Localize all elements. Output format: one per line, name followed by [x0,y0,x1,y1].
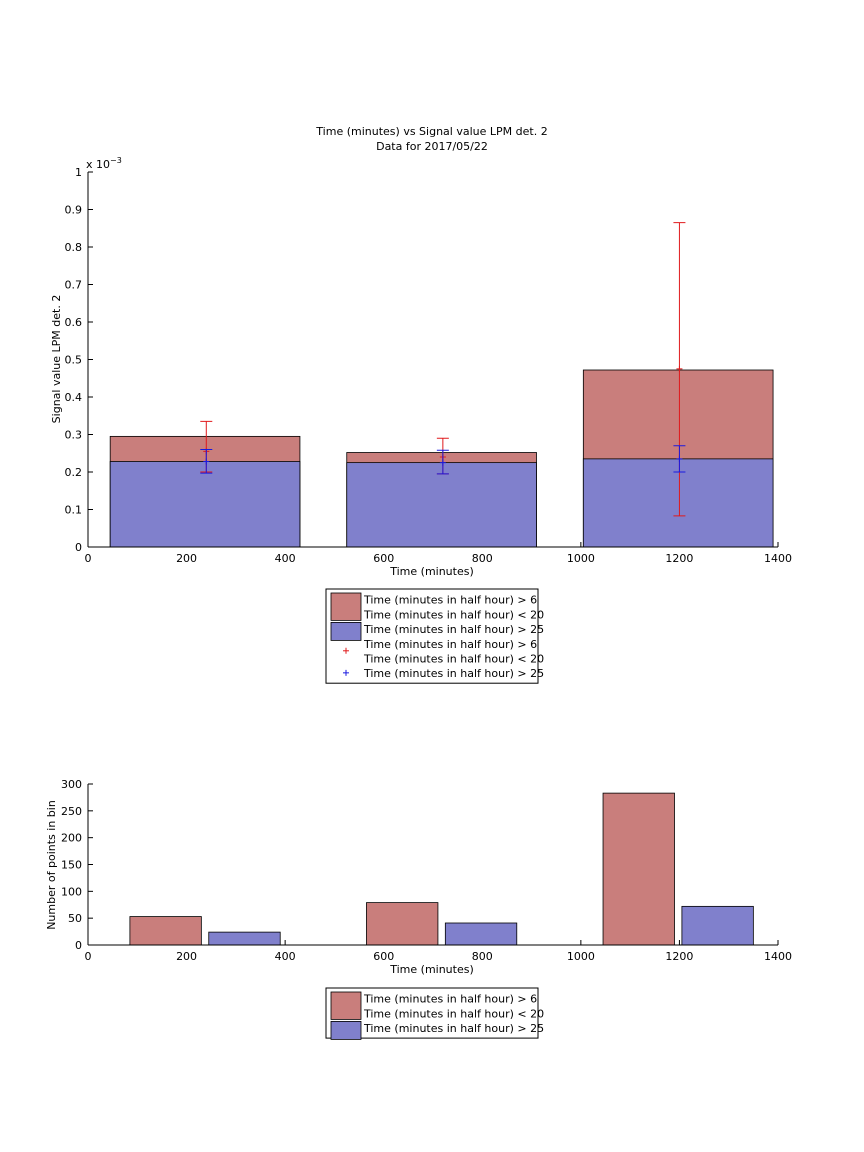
bar [582,458,774,548]
y-tick-label: 0.9 [65,204,83,217]
x-tick-label: 0 [85,552,92,565]
x-axis-label: Time (minutes) [389,565,474,578]
legend-label: Time (minutes in half hour) > 25 [363,1022,544,1035]
y-tick-label: 0.2 [65,466,83,479]
chart-subtitle: Data for 2017/05/22 [376,140,488,153]
x-tick-label: 600 [373,552,394,565]
x-tick-label: 1400 [764,552,792,565]
legend-label: Time (minutes in half hour) < 20 [363,1007,544,1020]
bar [208,931,281,946]
y-tick-label: 300 [61,778,82,791]
signal-chart: Time (minutes) vs Signal value LPM det. … [50,125,793,684]
y-tick-label: 200 [61,832,82,845]
y-tick-label: 150 [61,859,82,872]
bar [444,922,518,946]
legend-label: Time (minutes in half hour) > 6 [363,638,537,651]
bar [681,905,754,946]
x-tick-label: 1200 [665,950,693,963]
y-tick-label: 0.5 [65,354,83,367]
y-tick-label: 0 [75,939,82,952]
x-tick-label: 400 [275,950,296,963]
y-tick-label: 0.4 [65,391,83,404]
y-tick-label: 50 [68,912,82,925]
x-tick-label: 1000 [567,950,595,963]
y-tick-label: 250 [61,805,82,818]
legend-label: Time (minutes in half hour) > 25 [363,667,544,680]
plot-area: 0 200 400 600 800 1000 1200 1400 0 50 100 150 200 250… [61,778,792,963]
legend-label: Time (minutes in half hour) > 6 [363,594,537,607]
legend-swatch [330,622,362,641]
y-tick-label: 0 [75,541,82,554]
multiplier-base: x 10 [86,158,110,171]
x-tick-label: 600 [373,950,394,963]
x-tick-label: 800 [472,950,493,963]
bar [602,792,675,946]
y-axis-label: Number of points in bin [45,800,58,930]
x-tick-label: 200 [176,552,197,565]
x-tick-label: 1000 [567,552,595,565]
x-tick-label: 1200 [665,552,693,565]
y-tick-label: 0.8 [65,241,83,254]
multiplier-exponent: −3 [110,156,122,165]
legend-swatch [330,1021,362,1040]
x-tick-label: 400 [275,552,296,565]
x-tick-label: 200 [176,950,197,963]
y-tick-label: 1 [75,166,82,179]
y-tick-label: 0.3 [65,429,83,442]
plot-area: 0 200 400 600 800 1000 1200 1400 0 0.1 0.2 0.3 0.4 0.… [65,166,793,565]
y-tick-label: 0.6 [65,316,83,329]
y-tick-label: 100 [61,885,82,898]
x-tick-label: 1400 [764,950,792,963]
legend-swatch [330,991,362,1020]
bar [366,902,439,946]
legend-label: Time (minutes in half hour) > 6 [363,993,537,1006]
bar [109,461,301,548]
legend-label: Time (minutes in half hour) < 20 [363,653,544,666]
y-tick-label: 0.1 [65,504,83,517]
x-tick-label: 0 [85,950,92,963]
y-axis-label: Signal value LPM det. 2 [50,295,63,424]
legend-label: Time (minutes in half hour) < 20 [363,608,544,621]
count-chart: 0 200 400 600 800 1000 1200 1400 0 50 100 150 200 250… [45,778,792,1040]
x-tick-label: 800 [472,552,493,565]
legend-swatch [330,592,362,621]
legend-label: Time (minutes in half hour) > 25 [363,623,544,636]
svg-text:x 10−3: x 10−3 [86,156,122,171]
y-tick-label: 0.7 [65,279,83,292]
x-axis-label: Time (minutes) [389,963,474,976]
bar [129,916,202,946]
bar [346,462,537,548]
chart-title: Time (minutes) vs Signal value LPM det. … [315,125,547,138]
y-axis-multiplier: x 10−3 [86,156,122,171]
